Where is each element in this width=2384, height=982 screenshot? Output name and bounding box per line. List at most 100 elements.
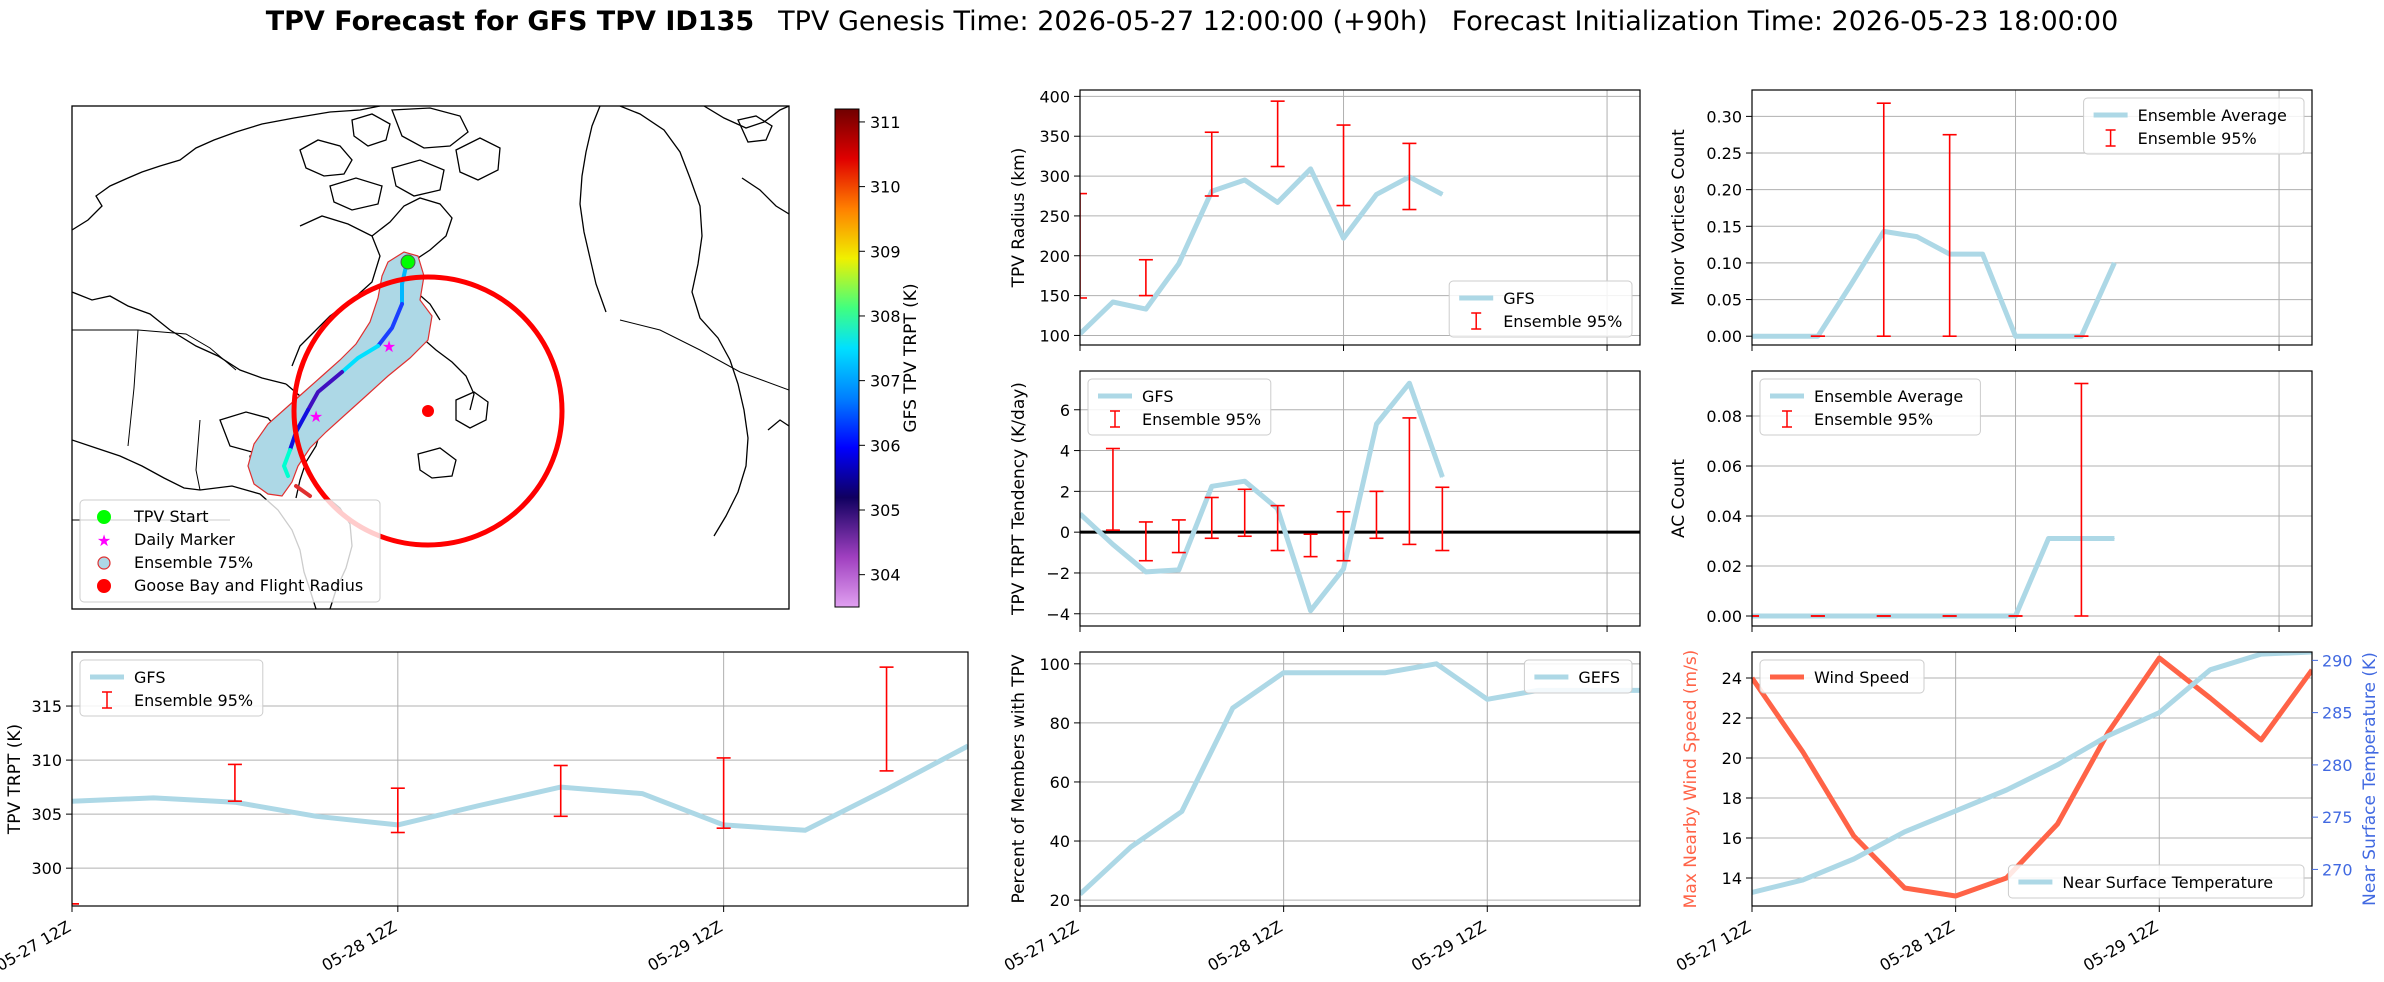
daily-marker-1: ★ [382, 337, 396, 356]
axes-frame [1079, 370, 1641, 627]
series-point [2047, 335, 2049, 337]
legend-ensemble-icon [97, 556, 111, 570]
legend-label: Ensemble 95% [1814, 410, 1933, 429]
legend-label: GFS [1503, 289, 1534, 308]
legend-label: GEFS [1578, 668, 1620, 687]
series-point [1486, 698, 1488, 700]
legend-box [1087, 378, 1272, 436]
tpv-start-marker [400, 254, 416, 270]
x-tick-label: 05-29 12Z [2080, 917, 2161, 975]
series-point [1435, 663, 1437, 665]
legend: GFS Ensemble 95% [1448, 280, 1633, 338]
legend-label: Ensemble Average [1814, 387, 1963, 406]
legend: Ensemble Average Ensemble 95% [1759, 378, 1981, 436]
axes-frame [1751, 651, 2313, 907]
series-point [1145, 571, 1147, 573]
y-tick-label: 100 [1039, 326, 1070, 345]
series-point [1277, 201, 1279, 203]
plot-area [1752, 652, 2312, 899]
y-tick-label: 315 [31, 697, 62, 716]
y-tick-label: 20 [1050, 891, 1070, 910]
colorbar [834, 108, 860, 608]
y-tick-label: 0.08 [1706, 407, 1742, 426]
y-axis-label: TPV TRPT (K) [5, 724, 25, 835]
series-point [1375, 423, 1377, 425]
series-point [886, 788, 888, 790]
y-axis-label: AC Count [1669, 459, 1689, 538]
series-point [804, 829, 806, 831]
y-tick-label: 40 [1050, 832, 1070, 851]
x-tick-label: 05-28 12Z [1204, 917, 1285, 975]
y-axis-label: TPV Radius (km) [1009, 148, 1029, 289]
flight-radius-circle [291, 274, 565, 548]
daily-marker-2: ★ [309, 407, 323, 426]
series-point [1802, 879, 1804, 881]
colorbar-tick-label: 304 [870, 566, 901, 585]
legend-tpv-start-icon [97, 510, 111, 524]
colorbar-label: GFS TPV TRPT (K) [901, 283, 921, 432]
legend: Near Surface Temperature [2007, 864, 2305, 899]
panel-percent-members: 20 40 60 80 100 05-27 12Z 05-28 12Z 05-29 12Z Pe… [1001, 651, 1641, 975]
plot-area [1080, 380, 1640, 614]
plot-area [1752, 382, 2115, 619]
y-tick-label: 20 [1722, 749, 1742, 768]
series-point [1244, 179, 1246, 181]
series-point [478, 804, 480, 806]
y-tick-label: 18 [1722, 789, 1742, 808]
panel-wind-temp: 14 16 18 20 22 24 05-27 12Z 05-28 12Z 05-29 12Z M… [1673, 650, 2380, 975]
series-point [2006, 877, 2008, 879]
y-tick-label: 80 [1050, 714, 1070, 733]
y2-axis-label: Near Surface Temperature (K) [2360, 652, 2380, 906]
series-line [72, 743, 968, 833]
legend-ensemble75: Ensemble 75% [134, 553, 253, 572]
panel-tendency: −4 −2 0 2 4 6 TPV TRPT Tendency (K/day) GFS Ense… [1009, 370, 1641, 632]
colorbar-tick-label: 311 [870, 113, 901, 132]
y-tick-label: 200 [1039, 247, 1070, 266]
y-tick-label: −2 [1046, 564, 1070, 583]
series-point [1802, 751, 1804, 753]
panel-ac-count: 0.00 0.02 0.04 0.06 0.08 AC Count Ensemble Ave… [1669, 370, 2313, 632]
series-point [2056, 823, 2058, 825]
legend-box [1759, 659, 1925, 694]
legend: GFS Ensemble 95% [1087, 378, 1272, 436]
y-tick-label: 0.15 [1706, 217, 1742, 236]
legend-label: Ensemble 95% [2138, 129, 2257, 148]
y-tick-label: 16 [1722, 829, 1742, 848]
y-axis-label: TPV TRPT Tendency (K/day) [1009, 382, 1029, 616]
series-point [1130, 846, 1132, 848]
colorbar-ticks: 304 305 306 307 308 309 310 311 [859, 113, 901, 585]
legend-box [1448, 280, 1633, 338]
legend-label: Ensemble 95% [1503, 312, 1622, 331]
legend-goose-bay-icon [97, 579, 111, 593]
series-point [1904, 887, 1906, 889]
y-tick-label: 310 [31, 751, 62, 770]
y-tick-label: 4 [1060, 442, 1070, 461]
series-point [1916, 615, 1918, 617]
series-point [1232, 707, 1234, 709]
series-point [2047, 538, 2049, 539]
series-point [1904, 831, 1906, 833]
legend-box [2083, 97, 2305, 155]
y-tick-label: 0.06 [1706, 457, 1742, 476]
series-line [1752, 536, 2115, 619]
series-point [1181, 810, 1183, 812]
series-point [2209, 697, 2211, 699]
axes-frame [1751, 370, 2313, 627]
y-tick-label: 150 [1039, 287, 1070, 306]
colorbar-tick-label: 310 [870, 178, 901, 197]
y-tick-label: 250 [1039, 207, 1070, 226]
colorbar-tick-label: 309 [870, 242, 901, 261]
x-tick-label: 05-27 12Z [1673, 917, 1754, 975]
series-point [2006, 789, 2008, 791]
colorbar-tick-label: 306 [870, 436, 901, 455]
axes-frame [1079, 651, 1641, 907]
y-tick-label: 400 [1039, 87, 1070, 106]
y-tick-label: 100 [1039, 655, 1070, 674]
legend-star-icon: ★ [97, 531, 111, 550]
y2-tick-label: 275 [2322, 808, 2353, 827]
series-point [1784, 615, 1786, 617]
series-point [2107, 735, 2109, 737]
y-tick-label: 0.20 [1706, 181, 1742, 200]
series-point [2113, 538, 2115, 539]
